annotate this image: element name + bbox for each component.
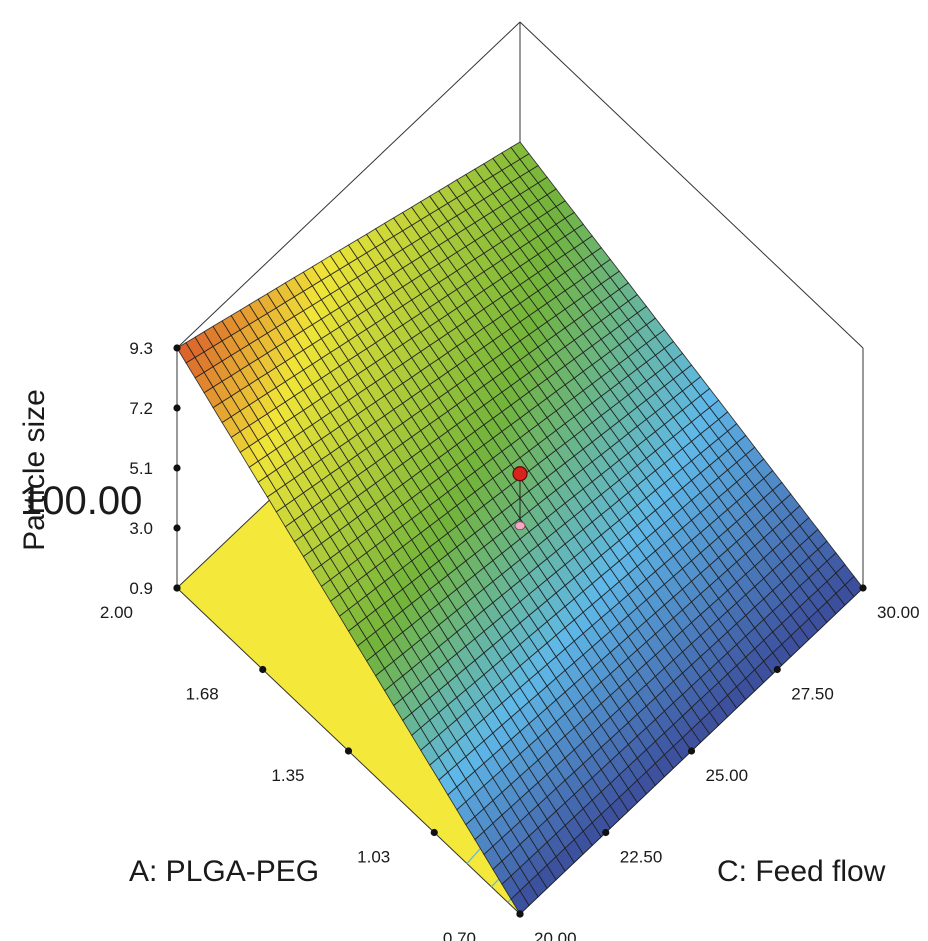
y-tick-mark <box>687 747 696 755</box>
x-tick-mark <box>344 747 353 755</box>
x-tick-mark <box>259 665 267 674</box>
z-tick-label: 9.3 <box>129 339 153 358</box>
design-point-projection <box>514 521 526 531</box>
z-tick-mark <box>173 464 181 472</box>
z-tick-mark <box>173 584 181 592</box>
x-tick-label: 2.00 <box>100 603 133 622</box>
y-tick-label: 27.50 <box>791 685 834 704</box>
x-tick-label: 1.35 <box>271 766 304 785</box>
x-axis-title: A: PLGA-PEG <box>129 855 319 888</box>
y-tick-label: 30.00 <box>877 603 920 622</box>
frame-edge <box>519 21 864 349</box>
design-point <box>512 466 528 482</box>
y-tick-label: 25.00 <box>706 766 749 785</box>
z-tick-mark <box>173 524 181 532</box>
x-tick-label: 0.70 <box>443 929 476 941</box>
z-tick-mark <box>173 404 181 412</box>
frame-edge <box>176 21 521 349</box>
z-tick-label: 7.2 <box>129 399 153 418</box>
z-tick-label: 3.0 <box>129 519 153 538</box>
response-surface <box>176 141 864 915</box>
z-tick-mark <box>173 344 181 352</box>
y-tick-mark <box>602 828 610 837</box>
z-tick-label: 0.9 <box>129 579 153 598</box>
z-tick-label: 5.1 <box>129 459 153 478</box>
surface-cell <box>510 141 530 160</box>
axis-ticks: 0.70 1.03 1.35 1.68 2.00 20.00 22.50 25.00 27.50… <box>100 339 920 941</box>
z-axis-title: Particle size <box>18 389 51 551</box>
y-tick-mark <box>773 665 781 674</box>
y-tick-label: 22.50 <box>620 848 663 867</box>
y-tick-mark <box>516 910 524 918</box>
y-tick-label: 20.00 <box>534 929 577 941</box>
x-tick-label: 1.68 <box>186 685 219 704</box>
design-point-marker <box>512 466 528 531</box>
x-tick-mark <box>430 828 438 837</box>
y-tick-mark <box>859 584 867 592</box>
x-tick-label: 1.03 <box>357 848 390 867</box>
overlay-value-label: 100.00 <box>20 479 142 523</box>
y-axis-title: C: Feed flow <box>717 855 886 888</box>
